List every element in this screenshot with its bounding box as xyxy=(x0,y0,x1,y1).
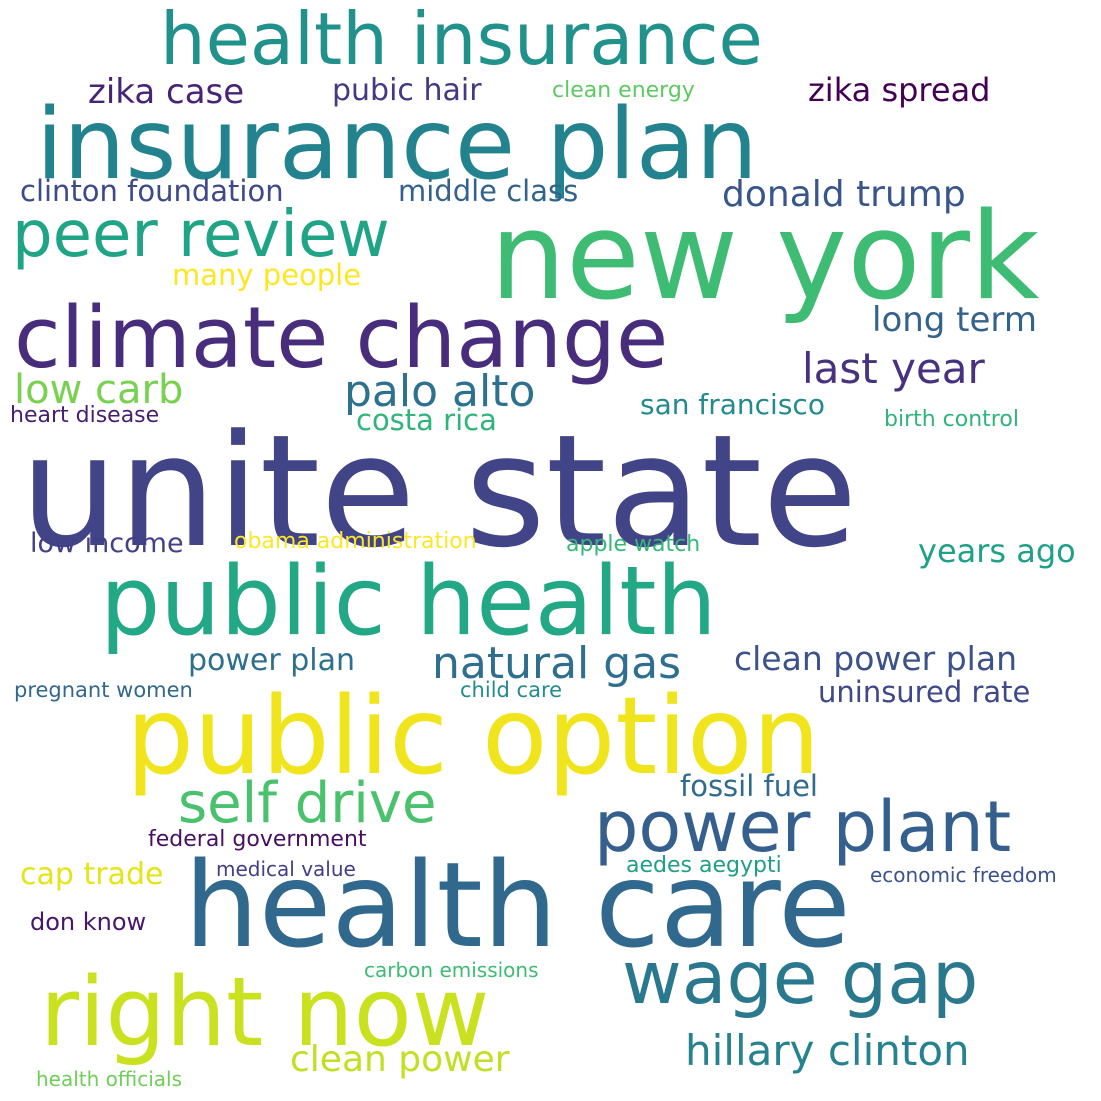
word-donald-trump: donald trump xyxy=(722,174,966,215)
word-insurance-plan: insurance plan xyxy=(36,88,758,202)
word-long-term: long term xyxy=(872,300,1037,340)
word-natural-gas: natural gas xyxy=(432,638,682,689)
word-zika-spread: zika spread xyxy=(808,71,991,109)
word-child-care: child care xyxy=(460,678,563,702)
word-san-francisco: san francisco xyxy=(640,388,825,421)
word-hillary-clinton: hillary clinton xyxy=(685,1026,970,1075)
word-low-income: low income xyxy=(30,528,184,559)
word-clean-power: clean power xyxy=(290,1039,510,1080)
word-federal-government: federal government xyxy=(148,827,367,852)
word-apple-watch: apple watch xyxy=(566,532,701,557)
word-self-drive: self drive xyxy=(178,771,437,836)
word-health-insurance: health insurance xyxy=(160,0,763,81)
word-obama-administration: obama administration xyxy=(234,529,477,554)
word-medical-value: medical value xyxy=(216,857,356,881)
word-uninsured-rate: uninsured rate xyxy=(818,675,1031,709)
word-last-year: last year xyxy=(802,344,985,393)
word-health-care: health care xyxy=(184,836,851,974)
word-clean-energy: clean energy xyxy=(552,78,695,103)
word-middle-class: middle class xyxy=(398,174,579,208)
word-clean-power-plan: clean power plan xyxy=(734,639,1017,678)
word-climate-change: climate change xyxy=(14,289,669,388)
word-heart-disease: heart disease xyxy=(10,403,160,428)
word-cap-trade: cap trade xyxy=(20,857,164,892)
word-low-carb: low carb xyxy=(14,367,184,413)
word-costa-rica: costa rica xyxy=(356,403,497,437)
word-clinton-foundation: clinton foundation xyxy=(20,174,284,208)
word-health-officials: health officials xyxy=(36,1067,183,1091)
word-new-york: new york xyxy=(490,188,1040,327)
word-peer-review: peer review xyxy=(12,198,390,272)
word-unite-state: unite state xyxy=(20,401,858,582)
word-economic-freedom: economic freedom xyxy=(870,863,1057,887)
word-zika-case: zika case xyxy=(88,72,245,112)
word-pregnant-women: pregnant women xyxy=(14,678,193,702)
word-pubic-hair: pubic hair xyxy=(332,73,482,108)
word-don-know: don know xyxy=(30,908,147,936)
word-right-now: right now xyxy=(40,958,490,1068)
word-wage-gap: wage gap xyxy=(622,936,979,1021)
word-many-people: many people xyxy=(172,258,362,292)
word-fossil-fuel: fossil fuel xyxy=(680,769,818,803)
word-power-plant: power plant xyxy=(594,786,1012,868)
word-years-ago: years ago xyxy=(918,532,1076,570)
word-palo-alto: palo alto xyxy=(344,366,536,417)
word-carbon-emissions: carbon emissions xyxy=(364,958,539,982)
word-public-health: public health xyxy=(100,547,717,657)
word-public-option: public option xyxy=(126,675,821,799)
word-aedes-aegypti: aedes aegypti xyxy=(626,853,782,878)
word-power-plan: power plan xyxy=(188,643,356,678)
word-birth-control: birth control xyxy=(884,407,1019,432)
